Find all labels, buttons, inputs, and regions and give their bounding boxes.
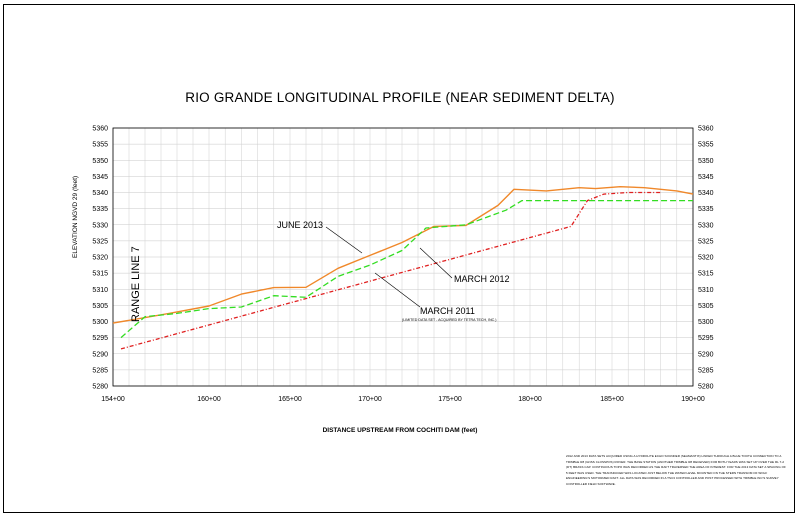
y-tick-label-right: 5330 [698, 222, 714, 229]
y-tick-label-left: 5295 [92, 335, 108, 342]
march-2012-leader [419, 247, 453, 279]
series-lines [112, 186, 694, 350]
x-axis-title: DISTANCE UPSTREAM FROM COCHITI DAM (feet… [322, 427, 478, 434]
y-tick-label-left: 5330 [92, 222, 108, 229]
x-tick-label: 175+00 [438, 396, 462, 403]
series-line [120, 199, 693, 339]
tick-labels: 5280 5280 5285 5285 5290 5290 5295 5295 5300 5300… [92, 126, 713, 404]
x-tick-label: 160+00 [197, 396, 221, 403]
march-2012-label: MARCH 2012 [454, 274, 510, 284]
y-tick-label-left: 5315 [92, 271, 108, 278]
y-tick-label-right: 5345 [698, 174, 714, 181]
y-tick-label-left: 5290 [92, 351, 108, 358]
y-tick-label-right: 5290 [698, 351, 714, 358]
y-tick-label-left: 5280 [92, 384, 108, 391]
y-tick-label-right: 5300 [698, 319, 714, 326]
survey-notes: 2012 AND 2013 DATA SETS ACQUIRED USING A… [566, 454, 786, 486]
series-line [120, 191, 661, 350]
y-tick-label-right: 5285 [698, 367, 714, 374]
plot-grid [112, 127, 694, 387]
x-tick-label: 165+00 [278, 396, 302, 403]
y-tick-label-left: 5345 [92, 174, 108, 181]
y-tick-label-right: 5280 [698, 384, 714, 391]
chart-title: RIO GRANDE LONGITUDINAL PROFILE (NEAR SE… [185, 90, 615, 105]
y-tick-label-left: 5285 [92, 367, 108, 374]
y-tick-label-left: 5360 [92, 126, 108, 133]
march-2011-note: (LIMITED DATA SET - ACQUIRED BY TETRA TE… [402, 318, 496, 322]
y-tick-label-right: 5360 [698, 126, 714, 133]
y-tick-label-right: 5310 [698, 287, 714, 294]
march-2011-label: MARCH 2011 [420, 306, 475, 316]
y-tick-label-left: 5340 [92, 190, 108, 197]
y-tick-label-right: 5335 [698, 206, 714, 213]
y-tick-label-right: 5340 [698, 190, 714, 197]
y-tick-label-right: 5320 [698, 255, 714, 262]
x-tick-label: 154+00 [101, 396, 125, 403]
y-tick-label-left: 5325 [92, 238, 108, 245]
june-2013-label: JUNE 2013 [277, 220, 323, 230]
y-tick-label-left: 5355 [92, 142, 108, 149]
y-tick-label-left: 5305 [92, 303, 108, 310]
y-tick-label-left: 5300 [92, 319, 108, 326]
sheet-border [3, 4, 795, 513]
x-tick-label: 180+00 [518, 396, 542, 403]
y-axis-title: ELEVATION NGVD 29 (feet) [72, 175, 79, 258]
y-tick-label-left: 5350 [92, 158, 108, 165]
y-tick-label-right: 5295 [698, 335, 714, 342]
x-tick-label: 190+00 [681, 396, 705, 403]
y-tick-label-right: 5355 [698, 142, 714, 149]
annotations: JUNE 2013 MARCH 2012 MARCH 2011 (LIMITED DA… [277, 220, 510, 322]
series-line [112, 186, 694, 324]
march-2011-leader [374, 272, 421, 308]
y-tick-label-left: 5310 [92, 287, 108, 294]
y-tick-label-left: 5320 [92, 255, 108, 262]
y-tick-label-right: 5325 [698, 238, 714, 245]
y-tick-label-right: 5350 [698, 158, 714, 165]
y-tick-label-right: 5305 [698, 303, 714, 310]
x-tick-label: 170+00 [358, 396, 382, 403]
plot-border [112, 127, 694, 387]
june-2013-leader [325, 226, 363, 254]
y-tick-label-left: 5335 [92, 206, 108, 213]
y-tick-label-right: 5315 [698, 271, 714, 278]
plot-frame [112, 127, 694, 387]
range-line-label: RANGE LINE 7 [130, 246, 142, 322]
x-tick-label: 185+00 [600, 396, 624, 403]
